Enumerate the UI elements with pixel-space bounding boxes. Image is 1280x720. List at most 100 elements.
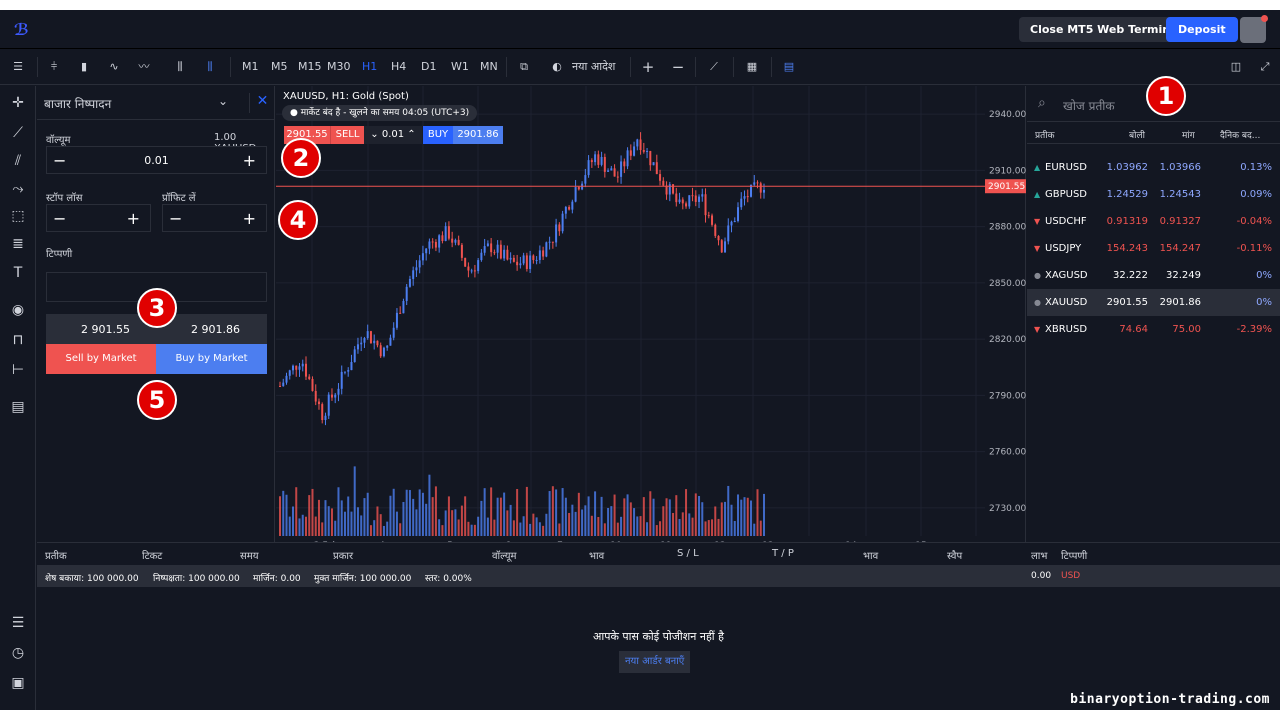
layers-icon[interactable]: ▤ [11,399,25,415]
menu-icon[interactable]: ☰ [13,60,23,73]
deposit-button[interactable]: Deposit [1166,17,1238,42]
list-icon[interactable]: ☰ [11,615,25,631]
col-type[interactable]: प्रकार [333,551,354,562]
timeframe-h1[interactable]: H1 [362,60,378,73]
watchlist-symbol[interactable]: EURUSD [1045,162,1087,173]
candlestick-icon[interactable]: ▮ [80,60,88,73]
watchlist-row[interactable]: ● XAGUSD 32.222 32.249 0% [1027,262,1280,289]
new-order-button[interactable]: नया आदेश [572,60,616,73]
watchlist-row[interactable]: ▲ EURUSD 1.03962 1.03966 0.13% [1027,154,1280,181]
take-profit-stepper[interactable]: − + [162,204,267,232]
col-time[interactable]: समय [240,551,259,562]
chart-volume-value[interactable]: 0.01 [381,129,405,140]
chart-buy-button[interactable]: BUY [423,126,453,144]
col-symbol[interactable]: प्रतीक [1035,131,1055,141]
plus-icon[interactable]: + [126,209,140,228]
bar-chart-icon[interactable]: ⫩ [50,60,58,73]
line-chart-icon[interactable]: ∿ [109,60,119,73]
trendline-icon[interactable]: ⟋ [13,125,23,141]
col-daily-change[interactable]: दैनिक बद... [1220,131,1261,141]
watchlist-symbol[interactable]: XAGUSD [1045,270,1088,281]
timeframe-m5[interactable]: M5 [271,60,288,73]
timeframe-d1[interactable]: D1 [421,60,437,73]
col-symbol[interactable]: प्रतीक [45,551,67,562]
volume-bar [382,525,385,536]
avatar[interactable] [1240,15,1268,43]
watchlist-row[interactable]: ● XAUUSD 2901.55 2901.86 0% [1027,289,1280,316]
minus-icon[interactable]: − [53,151,67,170]
timeframe-m15[interactable]: M15 [298,60,322,73]
watchlist-symbol[interactable]: USDCHF [1045,216,1087,227]
fibonacci-icon[interactable]: ≣ [12,236,24,252]
plus-icon[interactable]: + [242,151,256,170]
volume-stepper[interactable]: − 0.01 + [46,146,267,174]
sell-by-market-button[interactable]: Sell by Market [46,344,156,374]
watchlist-symbol[interactable]: USDJPY [1045,243,1082,254]
trade-icon[interactable]: ⧉ [520,60,528,73]
watchlist-row[interactable]: ▲ GBPUSD 1.24529 1.24543 0.09% [1027,181,1280,208]
crosshair-icon[interactable]: ✛ [12,95,24,111]
minus-icon[interactable]: − [53,209,67,228]
watchlist-symbol[interactable]: GBPUSD [1045,189,1088,200]
indicators-icon[interactable]: ⟋ [710,60,718,73]
chart-volume[interactable]: ⌄ 0.01 ⌃ [364,126,422,144]
watchlist-symbol[interactable]: XAUUSD [1045,297,1088,308]
col-volume[interactable]: वॉल्यूम [492,551,517,562]
col-comment[interactable]: टिप्पणी [1061,551,1088,562]
timeframe-m30[interactable]: M30 [327,60,351,73]
chart-area[interactable]: 2730.00 2760.00 2790.00 2820.00 2850.00 2880.… [276,86,1026,542]
zoom-out-button[interactable]: − [671,58,685,76]
create-new-order-button[interactable]: नया आर्डर बनाएँ [619,651,691,673]
zoom-in-button[interactable]: + [641,58,655,76]
chart-buy-price[interactable]: 2901.86 [453,126,503,144]
watchlist-row[interactable]: ▼ USDCHF 0.91319 0.91327 -0.04% [1027,208,1280,235]
timeframe-mn[interactable]: MN [480,60,498,73]
watchlist-symbol[interactable]: XBRUSD [1045,324,1088,335]
search-input[interactable]: खोज प्रतीक [1063,99,1115,113]
col-price[interactable]: भाव [589,551,605,562]
close-terminal-button[interactable]: Close MT5 Web Terminal [1019,17,1193,42]
col-ask[interactable]: मांग [1182,131,1195,141]
currency[interactable]: USD [1061,571,1081,581]
watchlist-row[interactable]: ▼ USDJPY 154.243 154.247 -0.11% [1027,235,1280,262]
symbol-search[interactable]: ⌕ खोज प्रतीक [1027,86,1280,122]
history-icon[interactable]: ◷ [11,645,25,661]
plus-icon[interactable]: + [242,209,256,228]
template-icon[interactable]: ▤ [783,60,795,73]
volume-color-icon[interactable]: ⫼ [207,60,213,73]
col-bid[interactable]: बोली [1129,131,1145,141]
order-type-title[interactable]: बाजार निष्पादन [44,97,112,111]
chart-sell-button[interactable]: SELL [330,126,364,144]
lock-icon[interactable]: ⊓ [12,332,24,348]
chevron-down-icon[interactable]: ⌄ [218,94,229,108]
calculator-icon[interactable]: ▣ [11,675,25,691]
area-chart-icon[interactable]: 〰 [138,60,150,73]
col-sl[interactable]: S / L [677,548,699,559]
stop-loss-stepper[interactable]: − + [46,204,151,232]
timeframe-m1[interactable]: M1 [242,60,259,73]
timeframe-h4[interactable]: H4 [391,60,407,73]
price-chart[interactable]: 2730.00 2760.00 2790.00 2820.00 2850.00 2880.… [276,86,1026,542]
fullscreen-icon[interactable]: ⤢ [1260,60,1270,73]
timeframe-w1[interactable]: W1 [451,60,469,73]
close-icon[interactable]: ✕ [249,93,275,113]
text-icon[interactable]: T [13,265,23,281]
col-swap[interactable]: स्वैप [947,551,963,562]
screenshot-icon[interactable]: ◫ [1230,60,1242,73]
col-tp[interactable]: T / P [772,548,794,559]
path-icon[interactable]: ⤳ [12,181,24,197]
minus-icon[interactable]: − [169,209,183,228]
watchlist-row[interactable]: ▼ XBRUSD 74.64 75.00 -2.39% [1027,316,1280,343]
eye-icon[interactable]: ◉ [11,302,25,318]
buy-by-market-button[interactable]: Buy by Market [156,344,267,374]
col-profit[interactable]: लाभ [1031,551,1048,562]
col-current-price[interactable]: भाव [863,551,879,562]
tree-icon[interactable]: ⊢ [11,362,25,378]
col-ticket[interactable]: टिकट [142,551,163,562]
volume-icon[interactable]: ⫼ [177,60,183,73]
channel-icon[interactable]: ⫽ [14,153,22,169]
new-order-icon[interactable]: ◐ [552,60,562,73]
volume-value[interactable]: 0.01 [144,154,169,167]
calendar-icon[interactable]: ▦ [746,60,758,73]
shape-icon[interactable]: ⬚ [11,208,25,224]
